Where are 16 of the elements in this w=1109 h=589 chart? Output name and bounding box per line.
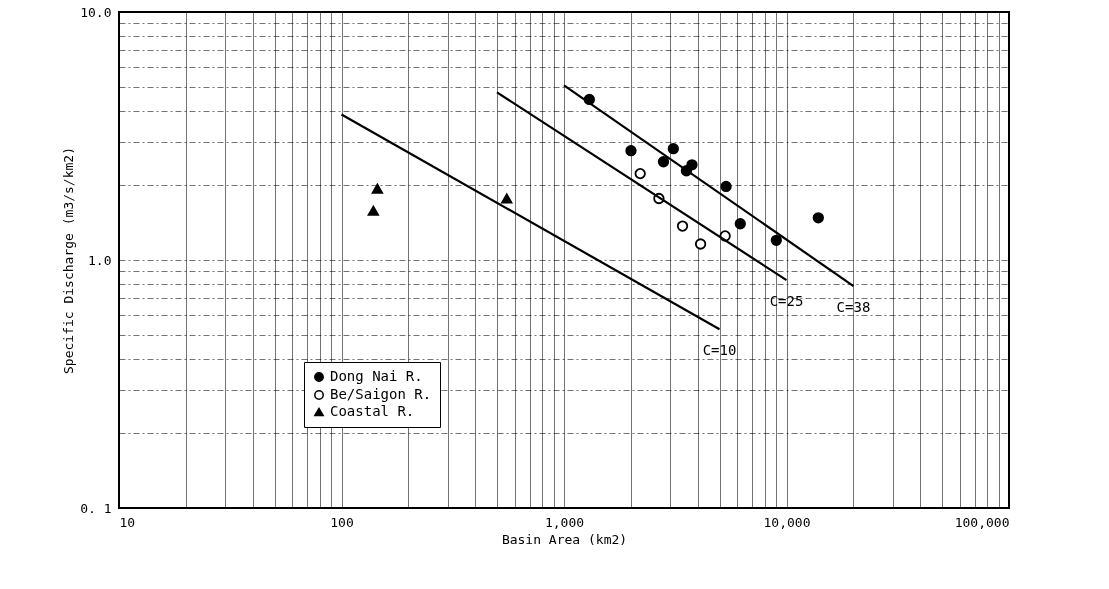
- x-tick-label: 100,000: [954, 514, 1010, 530]
- legend-label: Dong Nai R.: [330, 368, 423, 384]
- annotation: C=25: [769, 293, 804, 310]
- legend-label: Be/Saigon R.: [330, 386, 432, 402]
- x-axis-title: Basin Area (km2): [501, 531, 628, 547]
- y-tick-label: 0. 1: [80, 500, 112, 516]
- y-axis-title: Specific Discharge (m3/s/km2): [61, 147, 77, 374]
- annotation: C=10: [702, 342, 737, 359]
- x-tick-label: 10,000: [763, 514, 811, 530]
- y-tick-label: 1.0: [88, 252, 112, 268]
- annotation: C=38: [836, 299, 871, 316]
- legend-label: Coastal R.: [330, 403, 415, 419]
- x-tick-label: 1,000: [544, 514, 585, 530]
- x-tick-label: 100: [330, 514, 354, 530]
- x-tick-label: 10: [119, 514, 136, 530]
- y-tick-label: 10.0: [80, 4, 112, 20]
